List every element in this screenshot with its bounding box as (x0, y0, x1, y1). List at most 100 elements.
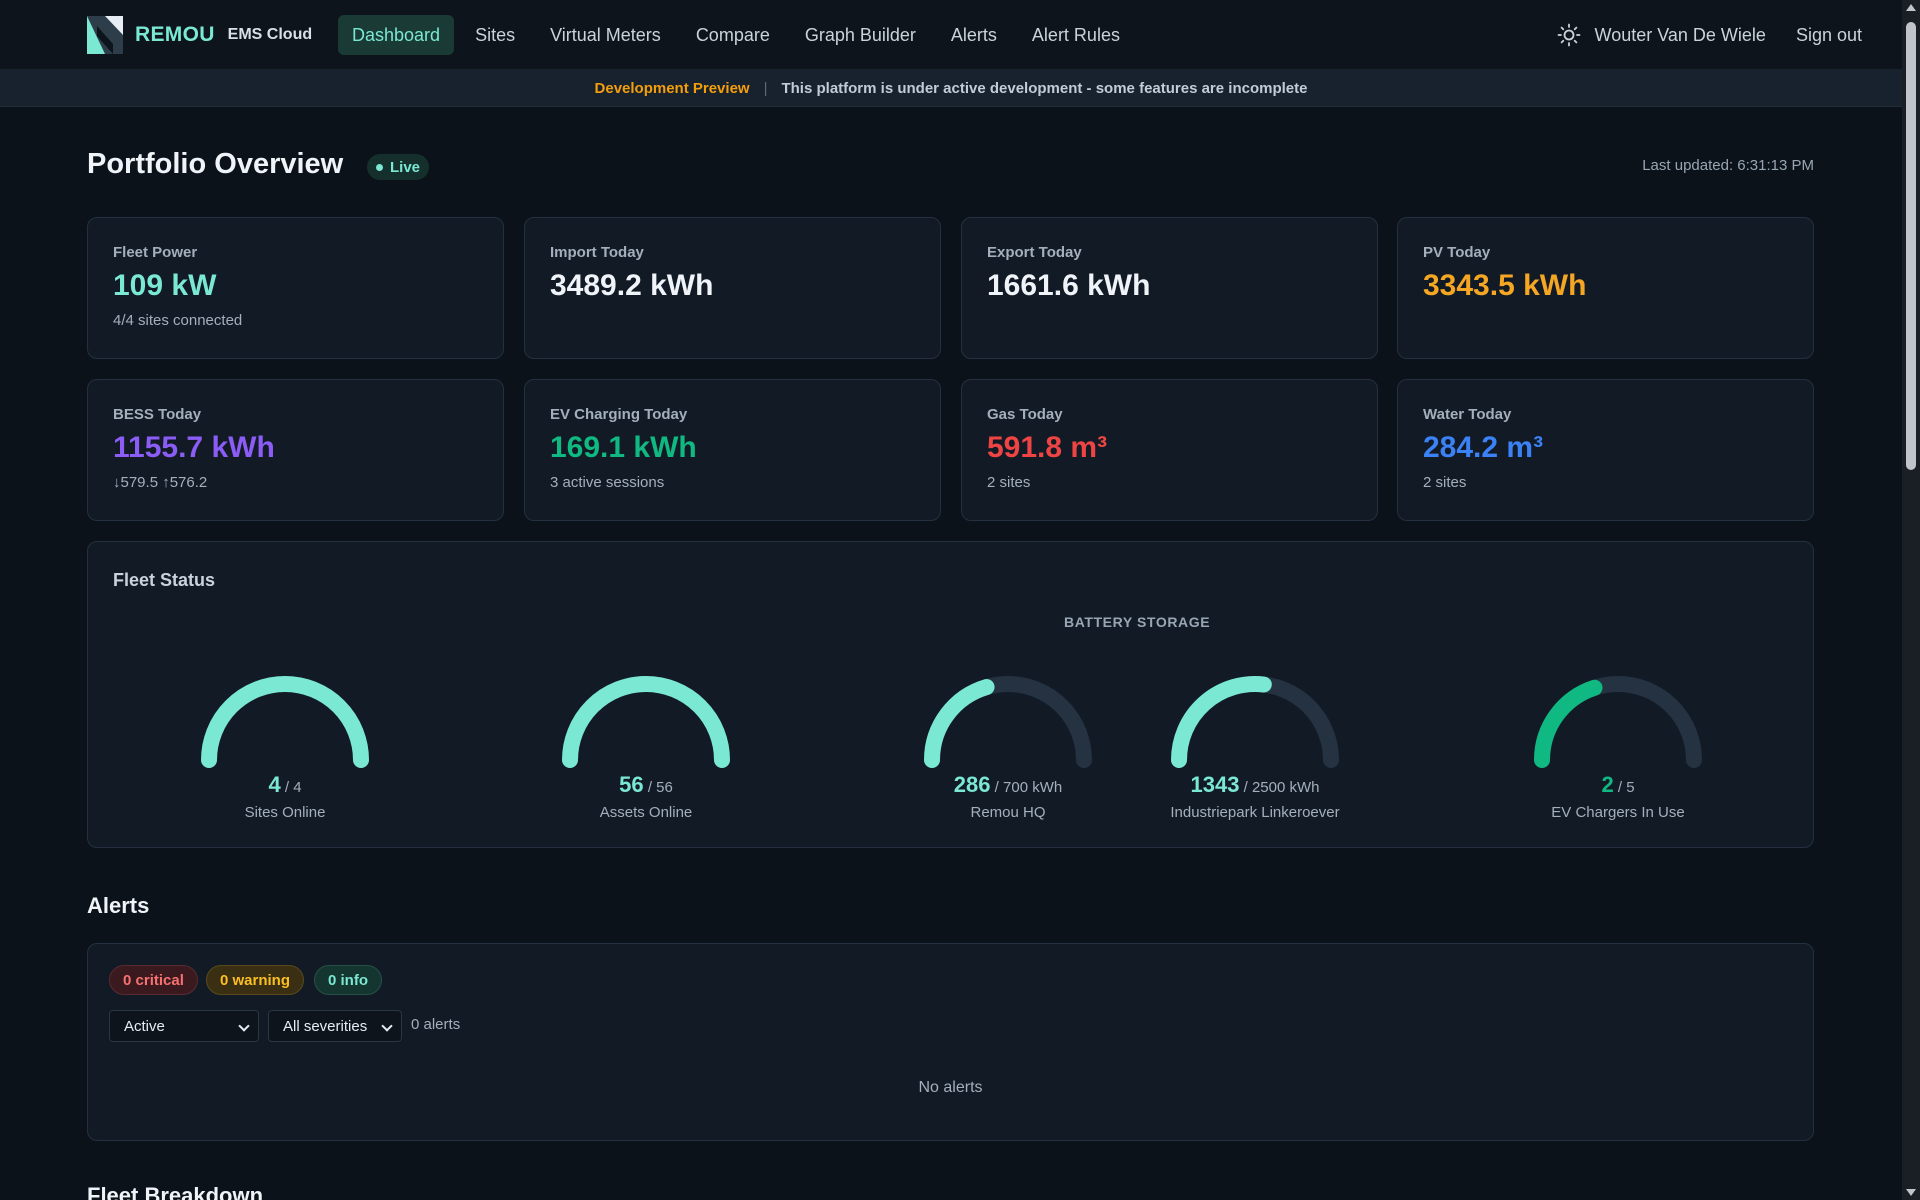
gauge-remou-hq: 286 / 700 kWh Remou HQ (908, 672, 1108, 832)
user-name[interactable]: Wouter Van De Wiele (1594, 24, 1766, 45)
kpi-label: Water Today (1423, 406, 1512, 423)
scroll-down-arrow-icon[interactable] (1906, 1189, 1916, 1196)
battery-storage-title: BATTERY STORAGE (1064, 614, 1211, 630)
kpi-card-fleet-power: Fleet Power 109 kW 4/4 sites connected (87, 217, 504, 359)
gauge-current: 1343 (1190, 772, 1240, 797)
kpi-value: 1155.7 kWh (113, 431, 275, 464)
gauge-current: 4 (268, 772, 281, 797)
gauge-label: Assets Online (599, 804, 693, 821)
nav-right: Wouter Van De Wiele Sign out (1549, 15, 1862, 55)
gauge-arc (1534, 676, 1702, 768)
kpi-value: 591.8 m³ (987, 431, 1108, 464)
gauge-arc (201, 676, 369, 768)
brand-name: REMOU (135, 23, 215, 46)
gauge-total: / 56 (647, 779, 673, 796)
banner-separator: | (763, 79, 768, 97)
sun-icon[interactable] (1549, 15, 1589, 55)
page-title: Portfolio Overview (87, 148, 344, 180)
kpi-value: 284.2 m³ (1423, 431, 1544, 464)
gauge-value: 56 / 56 (546, 772, 746, 798)
gauge-total: / 4 (284, 779, 302, 796)
kpi-value: 109 kW (113, 269, 217, 302)
gauge-arc (1171, 676, 1339, 768)
kpi-value: 1661.6 kWh (987, 269, 1151, 302)
gauge-current: 2 (1601, 772, 1614, 797)
gauge-value: 2 / 5 (1518, 772, 1718, 798)
kpi-card-import-today: Import Today 3489.2 kWh (524, 217, 941, 359)
gauge-label: Remou HQ (970, 804, 1046, 821)
nav-graph-builder[interactable]: Graph Builder (804, 24, 916, 45)
remou-logo-icon (87, 16, 123, 54)
critical-count-badge[interactable]: 0 critical (109, 965, 198, 995)
banner-tag: Development Preview (594, 79, 750, 97)
gauge-label: EV Chargers In Use (1551, 804, 1685, 821)
chevron-down-icon (238, 1020, 250, 1032)
chevron-down-icon (381, 1020, 393, 1032)
warning-count-badge[interactable]: 0 warning (206, 965, 305, 995)
gauge-value: 1343 / 2500 kWh (1130, 772, 1380, 798)
kpi-card-water-today: Water Today 284.2 m³ 2 sites (1397, 379, 1814, 521)
kpi-label: EV Charging Today (550, 406, 688, 423)
nav-dashboard[interactable]: Dashboard (338, 15, 455, 55)
nav-sites[interactable]: Sites (475, 24, 516, 45)
alerts-title: Alerts (87, 893, 150, 918)
kpi-label: Fleet Power (113, 244, 198, 261)
kpi-card-pv-today: PV Today 3343.5 kWh (1397, 217, 1814, 359)
no-alerts-message: No alerts (918, 1079, 983, 1096)
gauge-ev-chargers-in-use: 2 / 5 EV Chargers In Use (1518, 672, 1718, 832)
development-banner: Development Preview | This platform is u… (0, 70, 1902, 107)
gauge-fill (201, 676, 369, 768)
status-filter-value: Active (124, 1017, 165, 1035)
gauge-fill (1534, 679, 1603, 768)
live-dot-icon (376, 163, 383, 171)
page-scrollbar[interactable] (1902, 0, 1920, 1200)
kpi-card-bess-today: BESS Today 1155.7 kWh ↓579.5 ↑576.2 (87, 379, 504, 521)
nav-compare[interactable]: Compare (695, 24, 770, 45)
kpi-label: Import Today (550, 244, 644, 261)
kpi-value: 169.1 kWh (550, 431, 697, 464)
gauge-arc (562, 676, 730, 768)
gauge-value: 4 / 4 (185, 772, 385, 798)
info-count-badge[interactable]: 0 info (314, 965, 382, 995)
kpi-sub: ↓579.5 ↑576.2 (113, 474, 208, 491)
status-filter-select[interactable]: Active (109, 1010, 259, 1042)
kpi-sub: 3 active sessions (550, 474, 665, 491)
fleet-status-title: Fleet Status (113, 570, 216, 590)
brand[interactable]: REMOU EMS Cloud (87, 16, 312, 54)
main-nav: Dashboard Sites Virtual Meters Compare G… (338, 15, 1141, 55)
sign-out-button[interactable]: Sign out (1795, 24, 1862, 45)
gauge-fill (924, 679, 995, 768)
gauge-assets-online: 56 / 56 Assets Online (546, 672, 746, 832)
gauge-current: 286 (953, 772, 991, 797)
kpi-value: 3343.5 kWh (1423, 269, 1587, 302)
severity-filter-select[interactable]: All severities (268, 1010, 402, 1042)
gauge-total: / 2500 kWh (1243, 779, 1320, 796)
scroll-up-arrow-icon[interactable] (1906, 4, 1916, 11)
gauge-fill (562, 676, 730, 768)
fleet-breakdown-title: Fleet Breakdown (87, 1183, 264, 1200)
kpi-value: 3489.2 kWh (550, 269, 714, 302)
brand-subtitle: EMS Cloud (227, 26, 313, 43)
kpi-label: PV Today (1423, 244, 1491, 261)
severity-filter-value: All severities (283, 1017, 368, 1035)
alerts-panel: 0 critical 0 warning 0 info Active All s… (87, 943, 1814, 1141)
nav-alert-rules[interactable]: Alert Rules (1031, 24, 1120, 45)
kpi-sub: 2 sites (1423, 474, 1467, 491)
scroll-thumb[interactable] (1906, 22, 1916, 470)
kpi-sub: 2 sites (987, 474, 1031, 491)
kpi-label: Gas Today (987, 406, 1063, 423)
live-label: Live (390, 158, 421, 176)
live-badge: Live (367, 154, 430, 180)
kpi-card-export-today: Export Today 1661.6 kWh (961, 217, 1378, 359)
gauge-label: Industriepark Linkeroever (1170, 804, 1340, 821)
nav-alerts[interactable]: Alerts (950, 24, 997, 45)
gauge-arc (924, 676, 1092, 768)
banner-message: This platform is under active developmen… (781, 79, 1308, 97)
kpi-label: Export Today (987, 244, 1082, 261)
nav-virtual-meters[interactable]: Virtual Meters (550, 24, 661, 45)
alert-count: 0 alerts (411, 1016, 461, 1033)
gauge-fill (1171, 676, 1272, 768)
kpi-label: BESS Today (113, 406, 202, 423)
gauge-total: / 700 kWh (994, 779, 1063, 796)
gauge-label: Sites Online (244, 804, 326, 821)
